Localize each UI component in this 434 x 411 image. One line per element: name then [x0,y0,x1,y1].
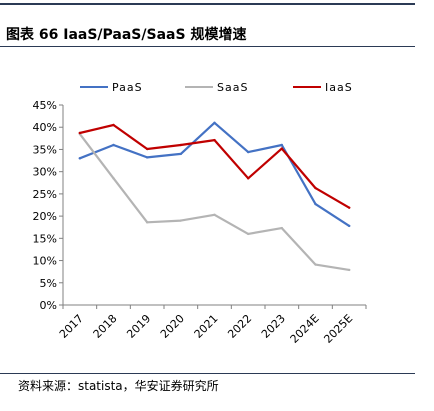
data-point-saas [280,226,284,230]
x-tick-label: 2017 [57,312,86,341]
legend-swatch-iaas [293,86,321,88]
data-point-paas [179,152,183,156]
data-point-iaas [280,147,284,150]
data-point-paas [213,121,216,124]
series-line-iaas [78,123,351,209]
data-point-paas [246,150,250,154]
data-point-saas [179,219,183,222]
data-point-paas [145,156,149,159]
legend-item-iaas: IaaS [293,79,353,95]
top-rule [0,3,415,5]
legend: PaaS SaaS IaaS [80,79,400,95]
data-point-paas [78,157,82,160]
legend-label-paas: PaaS [112,80,143,94]
legend-item-paas: PaaS [80,79,143,95]
y-tick-label: 40% [33,121,57,134]
data-point-saas [246,232,250,236]
data-point-iaas [246,177,250,180]
y-tick-label: 25% [33,188,57,201]
y-tick-label: 15% [33,232,57,245]
data-point-iaas [179,143,183,147]
data-point-iaas [213,138,216,142]
series-line-paas [78,121,351,227]
y-tick-label: 30% [33,166,57,179]
data-point-paas [314,202,317,206]
title-rule [0,46,415,47]
x-tick-label: 2023 [259,312,288,341]
y-tick-label: 35% [33,143,57,156]
source-rule [0,373,415,374]
legend-swatch-paas [80,86,108,88]
legend-swatch-saas [185,86,213,88]
legend-label-iaas: IaaS [325,80,353,94]
data-point-iaas [78,131,82,135]
data-point-paas [112,143,115,147]
data-point-paas [347,224,351,228]
data-point-saas [347,268,351,272]
y-tick-label: 5% [40,277,57,290]
y-axis: 0% 5% 10% 15% 20% 25% 30% 35% 40% 45% [33,99,64,312]
x-tick-label: 2019 [124,312,153,341]
legend-item-saas: SaaS [185,79,248,95]
x-tick-label: 2020 [158,312,187,341]
series-layer [78,121,351,272]
x-tick-label: 2022 [225,312,254,341]
data-point-paas [280,143,284,147]
data-point-saas [112,177,115,180]
data-point-iaas [347,206,351,209]
x-ticks: 2017 2018 2019 2020 2021 2022 2023 2024E 2025E [57,305,367,346]
data-point-iaas [112,123,115,127]
x-axis: 2017 2018 2019 2020 2021 2022 2023 2024E 2025E [57,304,367,346]
y-tick-label: 0% [40,299,57,312]
data-point-iaas [145,147,149,151]
data-point-saas [314,263,317,266]
y-tick-label: 45% [33,99,57,112]
x-tick-label: 2018 [91,312,120,341]
x-tick-label: 2021 [192,312,221,341]
source-note: 资料来源：statista，华安证券研究所 [18,379,219,393]
data-point-saas [213,213,216,216]
chart-title: 图表 66 IaaS/PaaS/SaaS 规模增速 [6,27,247,43]
series-line-saas [78,132,351,271]
data-point-iaas [314,186,317,190]
x-tick-label: 2025E [321,312,355,346]
x-tick-label: 2024E [288,312,322,346]
y-ticks: 0% 5% 10% 15% 20% 25% 30% 35% 40% 45% [33,99,63,312]
legend-label-saas: SaaS [217,80,249,94]
y-tick-label: 20% [33,210,57,223]
data-point-saas [145,221,149,224]
y-tick-label: 10% [33,255,57,268]
